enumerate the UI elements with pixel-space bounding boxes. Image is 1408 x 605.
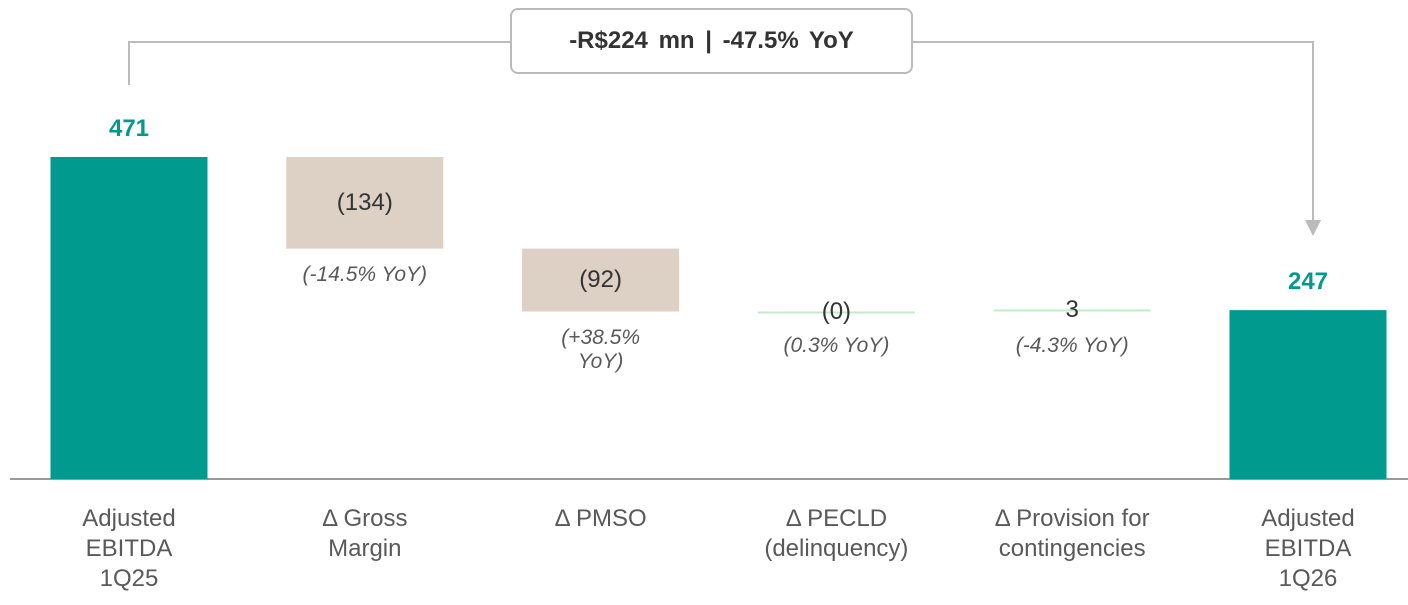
note: (-14.5% YoY) — [302, 262, 428, 286]
x-tick-label: Δ PMSO — [554, 505, 647, 532]
x-tick-label: Adjusted EBITDA 1Q25 — [82, 505, 176, 592]
x-tick-label: Δ Provision for contingencies — [994, 505, 1150, 562]
note: (+38.5% YoY) — [561, 325, 640, 373]
connector — [128, 41, 510, 85]
x-tick-label: Adjusted EBITDA 1Q26 — [1261, 505, 1355, 592]
bar — [50, 157, 208, 479]
value-label: 471 — [108, 115, 150, 142]
bar — [1229, 310, 1387, 479]
value-label: (92) — [579, 266, 622, 294]
x-tick-label: Δ PECLD (delinquency) — [764, 505, 909, 562]
note: (-4.3% YoY) — [1015, 333, 1129, 357]
connector — [913, 41, 1314, 222]
bar — [522, 248, 680, 312]
value-label: (134) — [336, 188, 393, 216]
value-label: 247 — [1287, 268, 1329, 296]
note: (0.3% YoY) — [783, 333, 890, 357]
arrow-head — [1305, 220, 1321, 236]
callout: -R$224 mn | -47.5% YoY — [510, 8, 913, 74]
x-tick-label: Δ Gross Margin — [322, 505, 408, 562]
bar — [993, 309, 1151, 312]
bar — [286, 157, 444, 249]
bar — [757, 311, 915, 314]
value-label: (0) — [821, 297, 852, 325]
value-label: 3 — [1065, 296, 1079, 324]
